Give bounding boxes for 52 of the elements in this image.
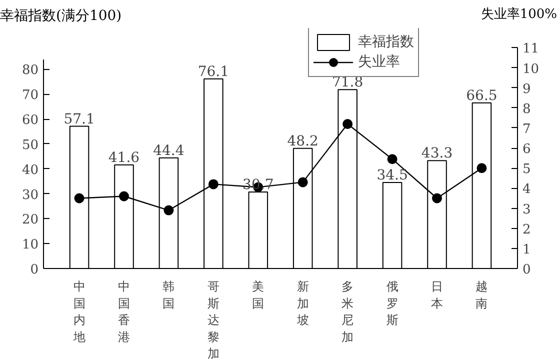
x-tick-label: 越南 — [476, 280, 488, 310]
y2-axis-title: 失业率100% — [480, 6, 557, 24]
y-tick-label: 70 — [22, 88, 39, 104]
y2-tick-label: 4 — [522, 182, 531, 198]
point — [476, 163, 487, 174]
point — [432, 193, 442, 204]
data-label: 41.6 — [108, 150, 140, 166]
x-tick-label: 哥斯达黎加 — [207, 280, 220, 361]
y2-tick-label: 2 — [522, 222, 531, 238]
point — [208, 179, 218, 190]
data-label: 57.1 — [64, 111, 95, 128]
x-tick-label: 中国香港 — [118, 280, 130, 344]
point — [118, 191, 129, 202]
y-axis-title: 幸福指数(满分100) — [0, 7, 122, 26]
point — [387, 154, 398, 164]
legend-label: 幸福指数 — [358, 33, 414, 51]
x-tick-label: 日本 — [431, 280, 444, 310]
y-tick-label: 60 — [22, 113, 39, 128]
y-tick-label: 50 — [22, 138, 39, 153]
x-tick-label: 多米尼加 — [342, 280, 354, 344]
data-label: 76.1 — [198, 64, 230, 80]
x-tick-label: 韩国 — [162, 280, 175, 310]
y-tick-label: 20 — [22, 212, 39, 228]
point — [74, 193, 84, 204]
data-label: 34.5 — [376, 168, 408, 184]
point — [342, 118, 353, 129]
point — [298, 177, 308, 188]
data-label: 44.4 — [153, 142, 184, 159]
y-tick-label: 40 — [22, 162, 39, 178]
y2-tick-label: 11 — [522, 42, 540, 57]
y2-tick-label: 1 — [522, 242, 531, 258]
y-tick-label: 0 — [30, 262, 39, 278]
y2-tick-label: 3 — [522, 202, 531, 218]
y2-tick-label: 6 — [522, 142, 531, 158]
y2-tick-label: 10 — [522, 62, 540, 77]
legend-label: 失业率 — [358, 53, 400, 71]
y2-tick-label: 0 — [522, 262, 531, 278]
y-tick-label: 10 — [22, 238, 39, 253]
x-tick-label: 俄罗斯 — [386, 280, 398, 328]
y-tick-label: 80 — [22, 63, 39, 78]
data-label: 43.3 — [421, 146, 453, 162]
x-tick-label: 中国内地 — [72, 280, 86, 344]
y2-tick-label: 8 — [522, 102, 531, 117]
y2-tick-label: 7 — [522, 122, 531, 137]
x-tick-label: 美国 — [252, 280, 264, 310]
point — [164, 205, 174, 216]
data-label: 48.2 — [287, 133, 318, 150]
data-label: 66.5 — [466, 88, 498, 104]
y-tick-label: 30 — [22, 188, 39, 203]
y2-tick-label: 9 — [522, 82, 531, 97]
y2-tick-label: 5 — [522, 162, 531, 178]
x-tick-label: 新加坡 — [296, 280, 309, 328]
